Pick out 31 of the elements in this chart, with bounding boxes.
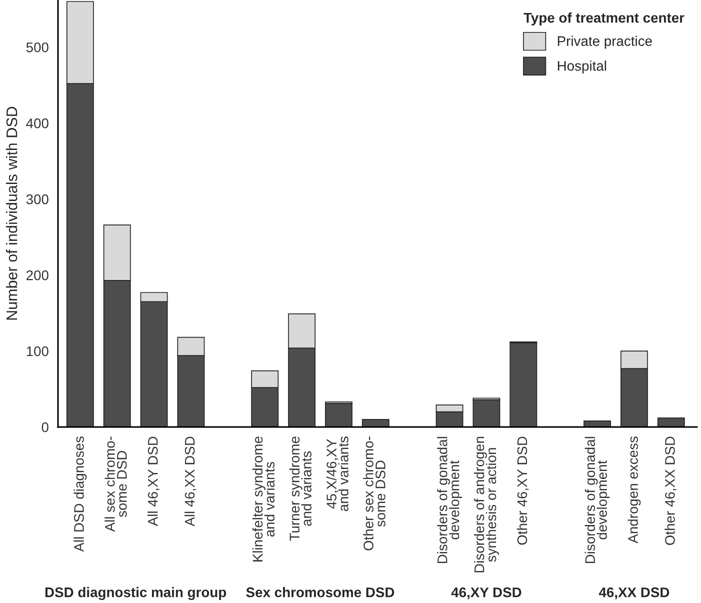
text: Sex chromosome DSD bbox=[246, 587, 394, 598]
x-tick-label: Klinefelter syndrome and variants bbox=[252, 436, 275, 562]
x-tick-label: Turner syndrome and variants bbox=[289, 436, 312, 541]
x-tick-label: Other sex chromo- some DSD bbox=[363, 436, 386, 550]
y-tick-label: 0 bbox=[42, 422, 48, 432]
y-tick-label: 500 bbox=[26, 42, 48, 52]
y-tick-label: 100 bbox=[26, 346, 48, 356]
legend-label: Private practice bbox=[558, 36, 652, 49]
y-tick-label: 300 bbox=[26, 194, 48, 204]
y-axis-title: Number of individuals with DSD bbox=[6, 106, 18, 320]
legend-title: Type of treatment center bbox=[524, 12, 684, 26]
legend-label: Hospital bbox=[558, 60, 606, 74]
x-tick-label: Other 46,XY DSD bbox=[516, 436, 529, 545]
text: DSD diagnostic main group bbox=[45, 587, 226, 600]
bar bbox=[510, 342, 538, 427]
text: 46,XY DSD bbox=[451, 587, 522, 600]
y-tick-label: 200 bbox=[26, 270, 48, 280]
x-tick-label: Other 46,XX DSD bbox=[664, 436, 677, 545]
bar bbox=[472, 399, 500, 427]
x-tick-label: All sex chromo- some DSD bbox=[104, 436, 127, 532]
x-tick-label: All 46,XX DSD bbox=[184, 436, 196, 526]
x-tick-label: 45,X/46,XY and variants bbox=[326, 436, 348, 512]
x-tick-label: All DSD diagnoses bbox=[74, 436, 87, 552]
bar bbox=[325, 403, 352, 427]
x-tick-label: Androgen excess bbox=[628, 436, 641, 544]
x-tick-label: All 46,XY DSD bbox=[148, 436, 160, 526]
y-tick-label: 400 bbox=[26, 118, 48, 128]
x-tick-label: Disorders of gonadal development bbox=[584, 436, 610, 564]
text: 46,XX DSD bbox=[598, 587, 670, 600]
x-tick-label: Disorders of gonadal development bbox=[437, 436, 462, 564]
bar bbox=[657, 417, 685, 427]
